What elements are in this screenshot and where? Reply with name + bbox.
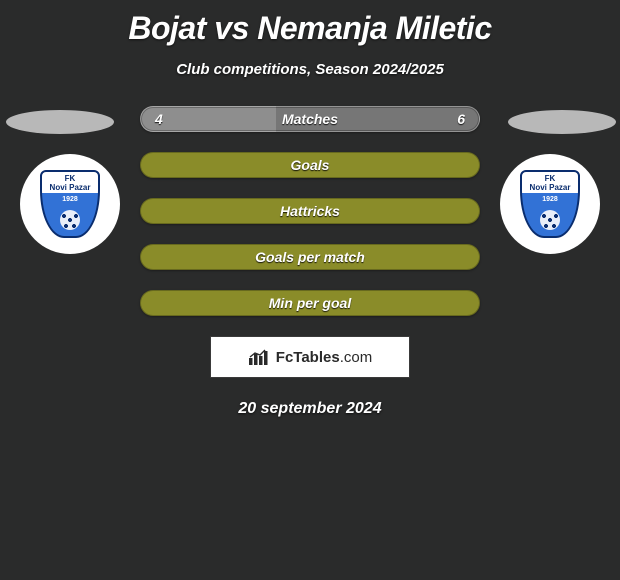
stat-bar-goals-per-match: Goals per match xyxy=(140,244,480,270)
club-crest-right: FK Novi Pazar 1928 xyxy=(520,170,580,238)
stat-bar-matches: 4 Matches 6 xyxy=(140,106,480,132)
player-left-shadow-ellipse xyxy=(6,110,114,134)
player-left-club-badge: FK Novi Pazar 1928 xyxy=(20,154,120,254)
player-right-shadow-ellipse xyxy=(508,110,616,134)
hattricks-label: Hattricks xyxy=(280,203,340,219)
crest-year-left: 1928 xyxy=(42,196,98,203)
crest-text-right: FK Novi Pazar xyxy=(522,174,578,192)
goals-per-match-label: Goals per match xyxy=(255,249,365,265)
page-title: Bojat vs Nemanja Miletic xyxy=(0,0,620,47)
matches-left-value: 4 xyxy=(155,111,163,127)
crest-text-left: FK Novi Pazar xyxy=(42,174,98,192)
matches-label: Matches xyxy=(282,111,338,127)
page-subtitle: Club competitions, Season 2024/2025 xyxy=(0,61,620,78)
player-right-club-badge: FK Novi Pazar 1928 xyxy=(500,154,600,254)
branding-box[interactable]: FcTables.com xyxy=(210,336,410,378)
goals-label: Goals xyxy=(291,157,330,173)
stat-bar-goals: Goals xyxy=(140,152,480,178)
chart-icon xyxy=(248,348,270,366)
comparison-stage: FK Novi Pazar 1928 FK Novi Pazar 1928 4 … xyxy=(0,106,620,418)
soccer-ball-icon xyxy=(60,210,80,230)
stat-bars: 4 Matches 6 Goals Hattricks Goals per ma… xyxy=(140,106,480,316)
matches-right-value: 6 xyxy=(457,111,465,127)
stat-bar-hattricks: Hattricks xyxy=(140,198,480,224)
club-crest-left: FK Novi Pazar 1928 xyxy=(40,170,100,238)
stat-bar-min-per-goal: Min per goal xyxy=(140,290,480,316)
snapshot-date: 20 september 2024 xyxy=(0,400,620,418)
branding-text: FcTables.com xyxy=(276,349,372,366)
min-per-goal-label: Min per goal xyxy=(269,295,351,311)
soccer-ball-icon xyxy=(540,210,560,230)
crest-year-right: 1928 xyxy=(522,196,578,203)
